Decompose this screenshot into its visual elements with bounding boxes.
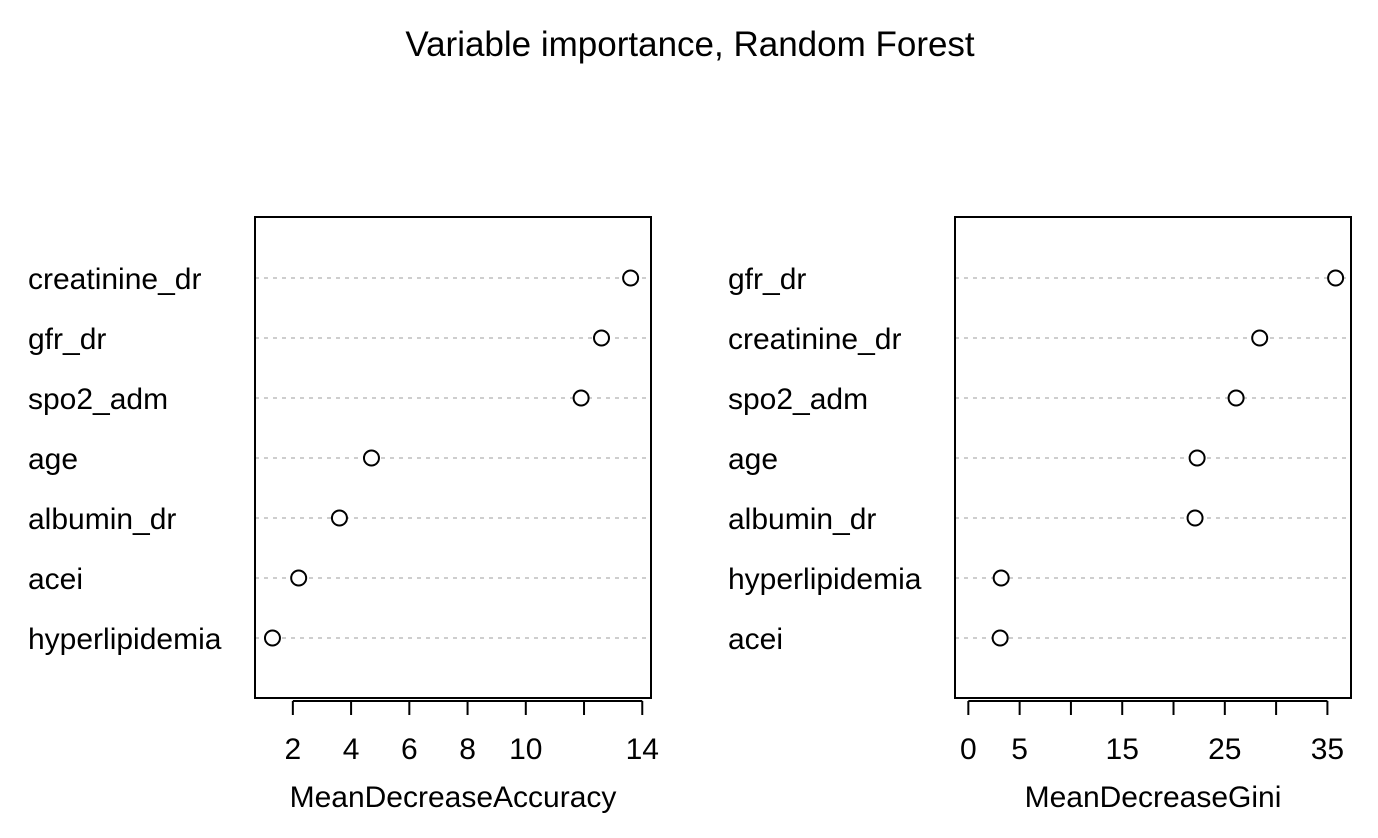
x-tick-label-8: 8 xyxy=(459,733,476,766)
x-axis-title: MeanDecreaseGini xyxy=(1025,781,1282,814)
x-tick-label-0: 0 xyxy=(960,733,977,766)
category-label-creatinine-dr: creatinine_dr xyxy=(728,323,901,356)
category-label-gfr-dr: gfr_dr xyxy=(728,263,806,296)
x-tick-label-10: 10 xyxy=(509,733,542,766)
point-albumin-dr xyxy=(1186,509,1204,527)
x-tick-label-4: 4 xyxy=(343,733,360,766)
category-label-hyperlipidemia: hyperlipidemia xyxy=(28,623,222,656)
x-tick-label-14: 14 xyxy=(626,733,659,766)
category-label-creatinine-dr: creatinine_dr xyxy=(28,263,201,296)
category-label-acei: acei xyxy=(728,623,783,656)
point-spo2-adm xyxy=(1227,389,1245,407)
plot-frame xyxy=(254,216,652,699)
x-tick-label-6: 6 xyxy=(401,733,418,766)
category-label-gfr-dr: gfr_dr xyxy=(28,323,106,356)
x-axis-title: MeanDecreaseAccuracy xyxy=(290,781,617,814)
point-acei xyxy=(290,569,308,587)
point-gfr-dr xyxy=(1327,269,1345,287)
point-creatinine-dr xyxy=(1251,329,1269,347)
x-tick-label-5: 5 xyxy=(1011,733,1028,766)
point-hyperlipidemia xyxy=(992,569,1010,587)
x-tick-label-35: 35 xyxy=(1311,733,1344,766)
category-label-age: age xyxy=(28,443,78,476)
category-label-spo2-adm: spo2_adm xyxy=(28,383,168,416)
category-label-albumin-dr: albumin_dr xyxy=(28,503,176,536)
chart-title: Variable importance, Random Forest xyxy=(405,25,975,64)
x-tick-label-25: 25 xyxy=(1208,733,1241,766)
category-label-acei: acei xyxy=(28,563,83,596)
point-age xyxy=(1188,449,1206,467)
category-label-albumin-dr: albumin_dr xyxy=(728,503,876,536)
point-hyperlipidemia xyxy=(263,629,281,647)
point-gfr-dr xyxy=(593,329,610,347)
point-creatinine-dr xyxy=(622,269,640,287)
x-tick-label-15: 15 xyxy=(1106,733,1139,766)
point-acei xyxy=(991,629,1009,647)
x-tick-label-2: 2 xyxy=(285,733,302,766)
category-label-age: age xyxy=(728,443,778,476)
point-spo2-adm xyxy=(572,389,590,407)
point-albumin-dr xyxy=(330,509,348,527)
point-age xyxy=(362,449,380,467)
category-label-spo2-adm: spo2_adm xyxy=(728,383,868,416)
category-label-hyperlipidemia: hyperlipidemia xyxy=(728,563,922,596)
plot-frame xyxy=(954,216,1352,699)
